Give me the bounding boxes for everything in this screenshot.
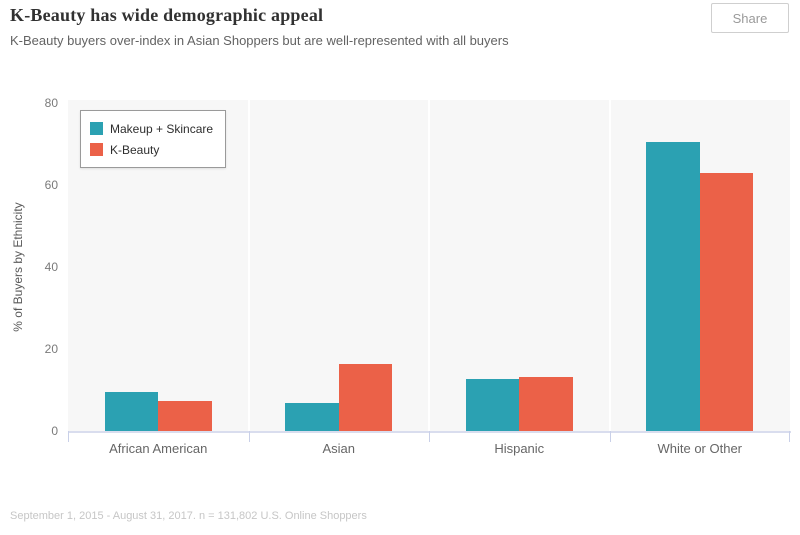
bar-makeup-skincare-white-or-other — [646, 142, 700, 431]
bar-k-beauty-african-american — [158, 401, 212, 431]
category-label-asian: Asian — [322, 441, 356, 456]
legend-swatch-icon — [90, 122, 103, 135]
page-subtitle: K-Beauty buyers over-index in Asian Shop… — [10, 33, 509, 48]
category-label-white-or-other: White or Other — [657, 441, 743, 456]
x-axis-tick — [429, 431, 430, 442]
category-label-hispanic: Hispanic — [494, 441, 545, 456]
legend: Makeup + Skincare K-Beauty — [80, 110, 227, 168]
y-tick-label: 0 — [51, 424, 58, 438]
plot-area: Makeup + Skincare K-Beauty — [68, 100, 790, 431]
y-tick-label: 80 — [44, 96, 58, 110]
x-axis-tick — [248, 431, 250, 442]
bar-makeup-skincare-hispanic — [465, 379, 520, 431]
bar-k-beauty-white-or-other — [699, 172, 754, 431]
legend-entry: Makeup + Skincare — [90, 118, 213, 139]
legend-swatch-icon — [90, 143, 103, 156]
page-title: K-Beauty has wide demographic appeal — [10, 5, 324, 25]
legend-label: Makeup + Skincare — [110, 121, 214, 136]
bar-k-beauty-hispanic — [519, 377, 573, 431]
bar-k-beauty-asian — [338, 363, 393, 431]
y-tick-label: 40 — [44, 260, 58, 274]
share-button[interactable]: Share — [711, 3, 789, 33]
category-label-african-american: African American — [109, 441, 208, 456]
x-axis-tick — [609, 431, 611, 442]
bar-makeup-skincare-african-american — [104, 392, 159, 431]
x-axis-tick — [789, 431, 790, 442]
y-tick-label: 60 — [44, 178, 58, 192]
bar-makeup-skincare-asian — [285, 403, 339, 431]
source-note: September 1, 2015 - August 31, 2017. n =… — [10, 510, 367, 522]
panel-separator — [608, 100, 611, 431]
y-tick-label: 20 — [44, 342, 58, 356]
legend-label: K-Beauty — [110, 142, 160, 157]
panel-separator — [428, 100, 430, 431]
x-axis-tick — [68, 431, 69, 442]
panel-separator — [247, 100, 250, 431]
legend-entry: K-Beauty — [90, 139, 213, 160]
